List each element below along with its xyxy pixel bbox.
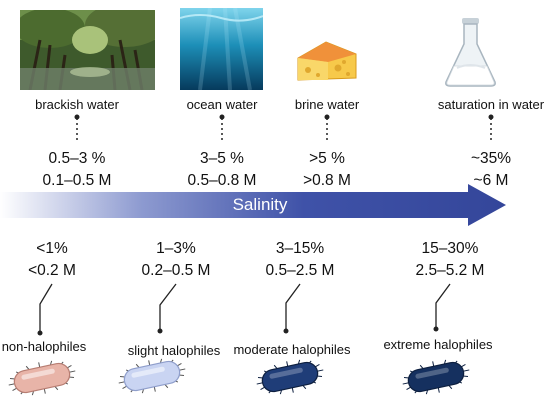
environment-label-brackish-water: brackish water bbox=[35, 97, 119, 112]
environment-values-brine-water: >5 % >0.8 M bbox=[267, 148, 387, 192]
organism-molarity: 0.5–2.5 M bbox=[265, 262, 335, 279]
arrow-label: Salinity bbox=[232, 195, 288, 214]
environment-percent: 0.5–3 % bbox=[48, 150, 106, 167]
organism-label-moderate-halophiles: moderate halophiles bbox=[233, 342, 351, 357]
ocean-photo bbox=[180, 8, 263, 90]
organism-values-extreme-halophiles: 15–30% 2.5–5.2 M bbox=[390, 238, 510, 282]
connector-moderate-halophiles bbox=[285, 283, 301, 330]
environment-percent: ~35% bbox=[470, 150, 512, 167]
environment-molarity: 0.5–0.8 M bbox=[187, 172, 257, 189]
organism-molarity: 0.2–0.5 M bbox=[141, 262, 211, 279]
environment-values-saturation-in-water: ~35% ~6 M bbox=[431, 148, 550, 192]
environment-values-brackish-water: 0.5–3 % 0.1–0.5 M bbox=[17, 148, 137, 192]
organism-percent: <1% bbox=[36, 240, 68, 257]
organism-values-moderate-halophiles: 3–15% 0.5–2.5 M bbox=[240, 238, 360, 282]
organism-label-slight-halophiles: slight halophiles bbox=[127, 343, 221, 358]
environment-molarity: ~6 M bbox=[473, 172, 509, 189]
connector-slight-halophiles bbox=[159, 283, 177, 330]
organism-percent: 15–30% bbox=[421, 240, 479, 257]
bacterium-icon-slight-halophiles bbox=[118, 358, 186, 394]
mangrove-photo bbox=[20, 10, 155, 90]
organism-molarity: <0.2 M bbox=[28, 262, 76, 279]
environment-label-brine-water: brine water bbox=[294, 97, 360, 112]
bacterium-icon-extreme-halophiles bbox=[402, 359, 470, 395]
bacterium-icon-non-halophiles bbox=[8, 360, 76, 396]
environment-label-saturation-in-water: saturation in water bbox=[437, 97, 545, 112]
organism-values-slight-halophiles: 1–3% 0.2–0.5 M bbox=[116, 238, 236, 282]
connector-extreme-halophiles bbox=[435, 283, 451, 328]
bacterium-icon-moderate-halophiles bbox=[256, 359, 324, 395]
organism-label-non-halophiles: non-halophiles bbox=[1, 339, 87, 354]
organism-label-extreme-halophiles: extreme halophiles bbox=[383, 337, 493, 352]
salinity-arrow bbox=[0, 184, 506, 226]
environment-molarity: >0.8 M bbox=[303, 172, 351, 189]
environment-molarity: 0.1–0.5 M bbox=[42, 172, 112, 189]
environment-label-ocean-water: ocean water bbox=[186, 97, 258, 112]
organism-values-non-halophiles: <1% <0.2 M bbox=[0, 238, 112, 282]
cheese-icon bbox=[296, 40, 358, 82]
environment-percent: 3–5 % bbox=[200, 150, 244, 167]
environment-percent: >5 % bbox=[309, 150, 345, 167]
connector-non-halophiles bbox=[39, 283, 53, 332]
flask-icon bbox=[443, 18, 498, 88]
organism-molarity: 2.5–5.2 M bbox=[415, 262, 485, 279]
organism-percent: 3–15% bbox=[275, 240, 325, 257]
environment-values-ocean-water: 3–5 % 0.5–0.8 M bbox=[162, 148, 282, 192]
organism-percent: 1–3% bbox=[156, 240, 196, 257]
